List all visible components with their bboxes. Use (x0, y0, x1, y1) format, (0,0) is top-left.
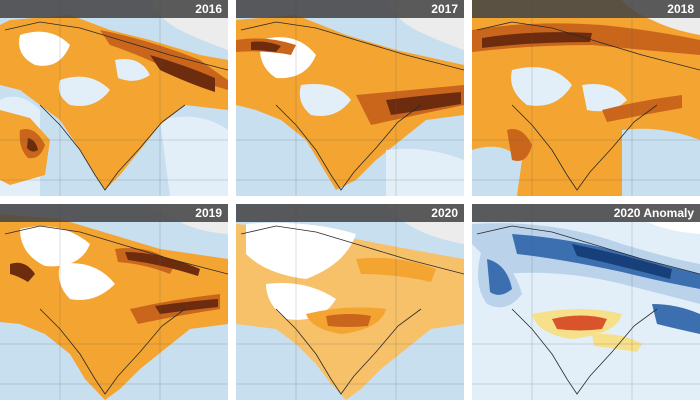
map-panel-2017: 2017 (236, 0, 464, 196)
label-bar: 2016 (0, 0, 228, 18)
map-2019 (0, 204, 228, 400)
label-bar: 2017 (236, 0, 464, 18)
panel-label: 2020 Anomaly (613, 206, 694, 220)
panel-label: 2017 (431, 2, 458, 16)
map-panel-2018: 2018 (472, 0, 700, 196)
map-panel-2016: 2016 (0, 0, 228, 196)
map-2018 (472, 0, 700, 196)
panel-label: 2016 (195, 2, 222, 16)
label-bar: 2020 Anomaly (472, 204, 700, 222)
panel-label: 2018 (667, 2, 694, 16)
label-bar: 2020 (236, 204, 464, 222)
label-bar: 2018 (472, 0, 700, 18)
map-2017 (236, 0, 464, 196)
map-panel-2019: 2019 (0, 204, 228, 400)
panel-label: 2020 (431, 206, 458, 220)
map-panel-2020-anomaly: 2020 Anomaly (472, 204, 700, 400)
panel-label: 2019 (195, 206, 222, 220)
map-2020 (236, 204, 464, 400)
map-2020-anomaly (472, 204, 700, 400)
map-2016 (0, 0, 228, 196)
map-panel-2020: 2020 (236, 204, 464, 400)
label-bar: 2019 (0, 204, 228, 222)
